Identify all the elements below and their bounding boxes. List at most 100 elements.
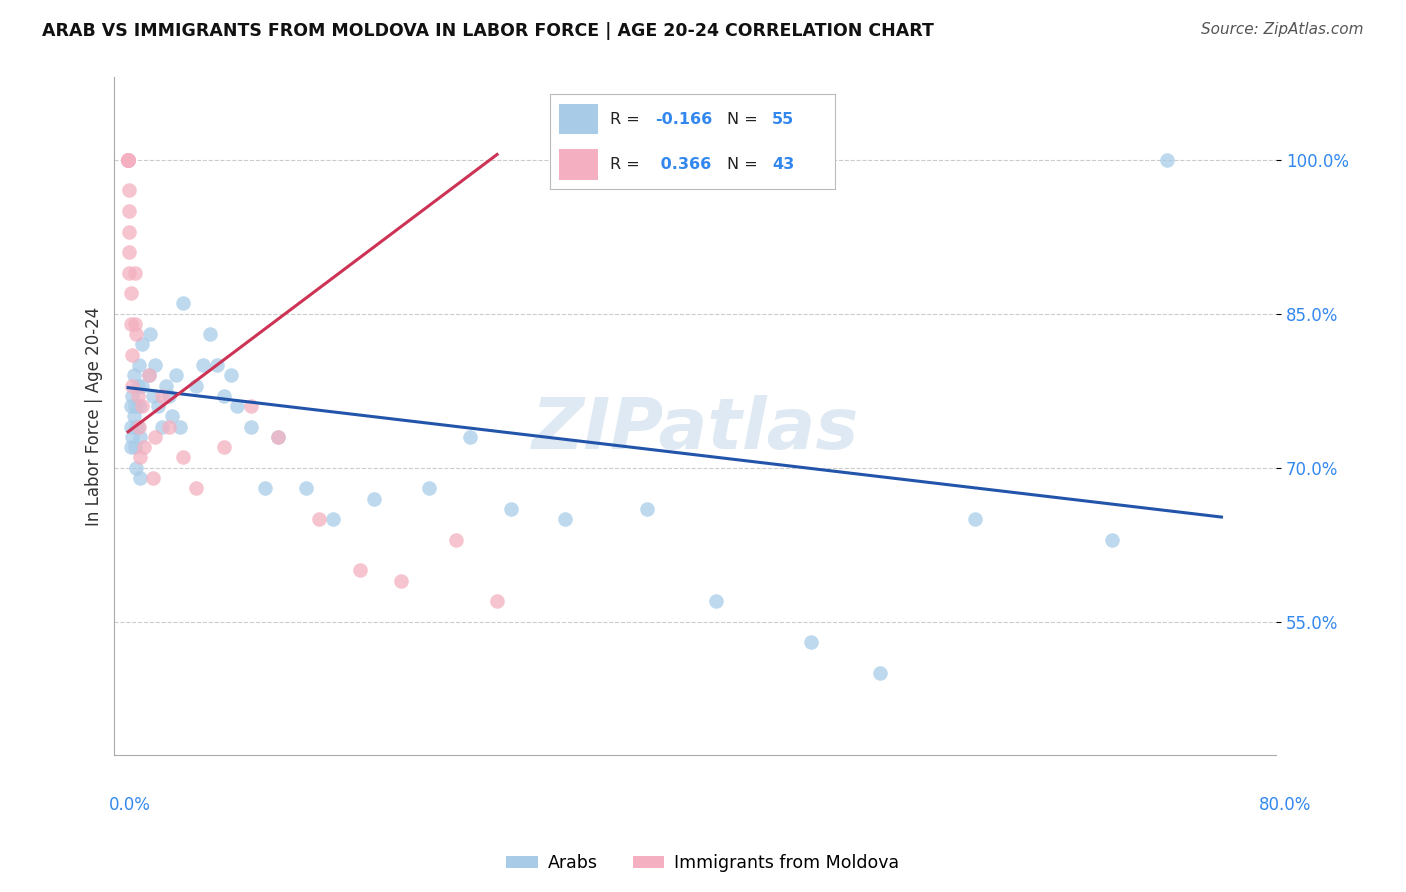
Point xyxy=(965,512,987,526)
Point xyxy=(129,430,152,444)
Point xyxy=(117,153,139,167)
Point xyxy=(157,419,180,434)
Text: 80.0%: 80.0% xyxy=(1258,796,1310,814)
Point xyxy=(128,399,150,413)
Text: 0.0%: 0.0% xyxy=(108,796,150,814)
Point xyxy=(129,471,152,485)
Point xyxy=(240,399,263,413)
Point xyxy=(458,430,481,444)
Point xyxy=(186,481,208,495)
Point xyxy=(349,564,371,578)
Point xyxy=(117,153,139,167)
Point xyxy=(117,153,139,167)
Point xyxy=(117,153,139,167)
Point xyxy=(800,635,823,649)
Point xyxy=(117,153,139,167)
Point xyxy=(444,533,467,547)
Point xyxy=(127,389,149,403)
Point xyxy=(146,399,169,413)
Point xyxy=(169,419,191,434)
Point xyxy=(486,594,509,608)
Point xyxy=(172,450,194,465)
Point xyxy=(125,327,148,342)
Point xyxy=(363,491,385,506)
Point xyxy=(193,358,215,372)
Point xyxy=(139,327,162,342)
Point xyxy=(120,317,142,331)
Point xyxy=(118,245,141,260)
Point xyxy=(267,430,290,444)
Point xyxy=(253,481,276,495)
Point xyxy=(118,204,141,219)
Point xyxy=(636,501,658,516)
Point xyxy=(226,399,249,413)
Point xyxy=(160,409,183,424)
Point xyxy=(121,389,143,403)
Point xyxy=(121,348,143,362)
Point xyxy=(145,430,167,444)
Point xyxy=(127,378,149,392)
Point xyxy=(869,666,891,681)
Point xyxy=(125,460,148,475)
Point xyxy=(142,389,165,403)
Y-axis label: In Labor Force | Age 20-24: In Labor Force | Age 20-24 xyxy=(86,307,103,526)
Point xyxy=(117,153,139,167)
Point xyxy=(122,409,145,424)
Point xyxy=(117,153,139,167)
Point xyxy=(205,358,228,372)
Point xyxy=(150,419,173,434)
Point xyxy=(124,317,146,331)
Point xyxy=(125,419,148,434)
Point xyxy=(124,440,146,454)
Point xyxy=(155,378,177,392)
Point xyxy=(418,481,440,495)
Point xyxy=(122,368,145,383)
Point xyxy=(138,368,160,383)
Point xyxy=(391,574,413,588)
Point xyxy=(308,512,330,526)
Point xyxy=(121,430,143,444)
Point xyxy=(1156,153,1178,167)
Point xyxy=(117,153,139,167)
Point xyxy=(118,183,141,197)
Point xyxy=(138,368,160,383)
Point xyxy=(134,440,156,454)
Point xyxy=(172,296,194,310)
Point xyxy=(240,419,263,434)
Point xyxy=(120,399,142,413)
Point xyxy=(118,225,141,239)
Point xyxy=(117,153,139,167)
Point xyxy=(120,286,142,301)
Point xyxy=(128,358,150,372)
Point xyxy=(120,419,142,434)
Point xyxy=(554,512,576,526)
Point xyxy=(157,389,180,403)
Point xyxy=(704,594,727,608)
Text: ARAB VS IMMIGRANTS FROM MOLDOVA IN LABOR FORCE | AGE 20-24 CORRELATION CHART: ARAB VS IMMIGRANTS FROM MOLDOVA IN LABOR… xyxy=(42,22,934,40)
Point xyxy=(219,368,242,383)
Point xyxy=(118,266,141,280)
Point xyxy=(1101,533,1123,547)
Point xyxy=(124,266,146,280)
Point xyxy=(131,399,153,413)
Point xyxy=(212,440,235,454)
Point xyxy=(198,327,221,342)
Text: ZIPatlas: ZIPatlas xyxy=(531,395,859,465)
Point xyxy=(145,358,167,372)
Point xyxy=(150,389,173,403)
Point xyxy=(117,153,139,167)
Text: Source: ZipAtlas.com: Source: ZipAtlas.com xyxy=(1201,22,1364,37)
Point xyxy=(128,419,150,434)
Point xyxy=(127,419,149,434)
Legend: Arabs, Immigrants from Moldova: Arabs, Immigrants from Moldova xyxy=(499,847,907,879)
Point xyxy=(165,368,187,383)
Point xyxy=(131,378,153,392)
Point xyxy=(212,389,235,403)
Point xyxy=(120,440,142,454)
Point xyxy=(499,501,522,516)
Point xyxy=(117,153,139,167)
Point xyxy=(142,471,165,485)
Point xyxy=(131,337,153,351)
Point xyxy=(186,378,208,392)
Point xyxy=(322,512,344,526)
